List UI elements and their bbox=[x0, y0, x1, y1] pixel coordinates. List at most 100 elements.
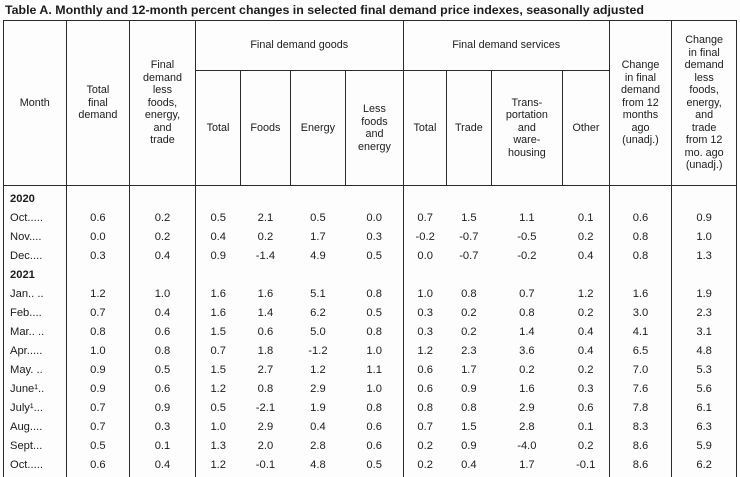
table-cell bbox=[290, 266, 346, 285]
table-cell: 8.3 bbox=[608, 418, 672, 437]
table-cell: 6.3 bbox=[671, 418, 737, 437]
table-cell: 8.6 bbox=[608, 456, 672, 477]
table-cell bbox=[608, 266, 672, 285]
table-cell: 1.0 bbox=[402, 285, 447, 304]
col-header-month: Month bbox=[3, 20, 67, 186]
table-cell: 2.8 bbox=[519, 421, 535, 433]
month-label: Dec.... bbox=[10, 250, 43, 262]
col-header-goods-foods: Foods bbox=[240, 70, 291, 186]
table-cell: 0.5 bbox=[366, 459, 382, 471]
table-cell: 1.9 bbox=[310, 402, 326, 414]
table-row: Feb.... 0.7 0.4 1.6 1.4 6.2 0.5 0.3 0.2 0.8 0.2 3.0… bbox=[4, 304, 737, 323]
price-index-table: Month Total final demand Final demand le… bbox=[3, 20, 737, 477]
table-cell: 2.9 bbox=[519, 402, 535, 414]
table-cell: 6.5 bbox=[608, 342, 672, 361]
month-label: Jan.. .. bbox=[10, 288, 44, 300]
table-cell: 0.2 bbox=[577, 364, 594, 376]
table-cell: -1.2 bbox=[308, 345, 328, 357]
month-label: Sept... bbox=[10, 440, 43, 452]
table-cell bbox=[447, 266, 491, 285]
table-cell: -0.1 bbox=[576, 459, 596, 471]
year-label: 2021 bbox=[10, 269, 35, 281]
table-cell: 0.5 bbox=[310, 212, 326, 224]
month-label: May. .. bbox=[10, 364, 43, 376]
table-cell: 0.6 bbox=[402, 380, 447, 399]
table-cell: 0.7 bbox=[402, 209, 447, 228]
table-cell: 1.2 bbox=[402, 342, 447, 361]
table-cell: 0.8 bbox=[608, 228, 672, 247]
col-header-change-12mo-less: Change in final demand less foods, energ… bbox=[671, 20, 737, 186]
table-cell: 0.2 bbox=[402, 437, 447, 456]
table-cell: 7.0 bbox=[608, 361, 672, 380]
table-cell: 0.4 bbox=[310, 421, 326, 433]
table-cell: 1.6 bbox=[519, 383, 535, 395]
month-label: July¹... bbox=[10, 402, 43, 414]
table-cell: -0.5 bbox=[517, 231, 537, 243]
table-cell: 0.9 bbox=[461, 440, 477, 452]
table-cell: 2.9 bbox=[310, 383, 326, 395]
table-cell bbox=[563, 266, 609, 285]
table-cell: 0.5 bbox=[366, 307, 382, 319]
table-cell: 0.5 bbox=[194, 209, 241, 228]
table-cell: 0.7 bbox=[402, 418, 447, 437]
table-cell: -2.1 bbox=[255, 402, 276, 414]
table-cell: 0.2 bbox=[129, 209, 196, 228]
month-label: June¹.. bbox=[10, 383, 45, 395]
table-cell: 0.8 bbox=[65, 323, 130, 342]
col-header-fd-less-foods-energy-trade: Final demand less foods, energy, and tra… bbox=[129, 20, 196, 186]
table-cell: 0.6 bbox=[366, 421, 382, 433]
col-header-change-12mo: Change in final demand from 12 months ag… bbox=[608, 20, 673, 186]
table-cell: 0.2 bbox=[257, 231, 274, 243]
table-cell bbox=[194, 185, 241, 209]
table-cell: 0.6 bbox=[402, 361, 447, 380]
table-cell: 1.5 bbox=[194, 361, 241, 380]
table-cell: 0.7 bbox=[194, 342, 241, 361]
table-cell: 0.1 bbox=[577, 212, 594, 224]
table-cell: 0.6 bbox=[608, 209, 672, 228]
table-cell bbox=[491, 266, 563, 285]
table-cell: 5.0 bbox=[310, 326, 326, 338]
table-cell: 1.6 bbox=[194, 285, 241, 304]
table-cell bbox=[402, 185, 447, 209]
table-cell: 0.8 bbox=[461, 288, 477, 300]
table-cell: 8.6 bbox=[608, 437, 672, 456]
table-cell: 4.8 bbox=[310, 459, 326, 471]
table-cell: 0.2 bbox=[461, 326, 477, 338]
table-cell: 0.6 bbox=[65, 209, 130, 228]
table-cell: 0.9 bbox=[129, 399, 196, 418]
table-cell: 0.2 bbox=[577, 440, 594, 452]
table-row: July¹... 0.7 0.9 0.5 -2.1 1.9 0.8 0.8 0.8 2.9 0.6 7… bbox=[4, 399, 737, 418]
table-cell: 0.4 bbox=[577, 250, 594, 262]
table-cell bbox=[491, 186, 563, 210]
table-cell: 0.2 bbox=[402, 456, 447, 477]
table-cell: 0.8 bbox=[402, 399, 447, 418]
table-cell bbox=[65, 266, 130, 285]
table-cell: 0.2 bbox=[577, 307, 594, 319]
table-cell bbox=[129, 266, 196, 285]
table-cell: 0.9 bbox=[671, 209, 737, 228]
table-cell: 0.3 bbox=[577, 383, 594, 395]
table-cell: 1.0 bbox=[194, 418, 241, 437]
month-label: Mar.. .. bbox=[10, 326, 45, 338]
table-cell bbox=[671, 266, 737, 285]
table-cell: 0.8 bbox=[608, 247, 672, 266]
table-cell: 0.8 bbox=[461, 402, 477, 414]
table-row: Aug.... 0.7 0.3 1.0 2.9 0.4 0.6 0.7 1.5 2.8 0.1 8.3… bbox=[4, 418, 737, 437]
table-row: Jan.. .. 1.2 1.0 1.6 1.6 5.1 0.8 1.0 0.8 0.7 1.2 1.… bbox=[4, 285, 737, 304]
table-cell: 0.4 bbox=[194, 228, 241, 247]
table-row: Mar.. .. 0.8 0.6 1.5 0.6 5.0 0.8 0.3 0.2 1.4 0.4 4.… bbox=[4, 323, 737, 342]
col-header-services-total: Total bbox=[402, 70, 448, 186]
table-cell: 6.1 bbox=[671, 399, 737, 418]
table-cell bbox=[402, 266, 447, 285]
month-label: Aug.... bbox=[10, 421, 43, 433]
table-cell: 0.8 bbox=[519, 307, 535, 319]
table-cell: 0.3 bbox=[402, 304, 447, 323]
table-cell: 5.9 bbox=[671, 437, 737, 456]
table-cell: 0.0 bbox=[402, 247, 447, 266]
table-cell: 0.6 bbox=[129, 323, 196, 342]
table-cell: 2.3 bbox=[671, 304, 737, 323]
table-cell: 0.9 bbox=[65, 361, 130, 380]
table-cell: 1.3 bbox=[194, 437, 241, 456]
table-cell: 5.3 bbox=[671, 361, 737, 380]
